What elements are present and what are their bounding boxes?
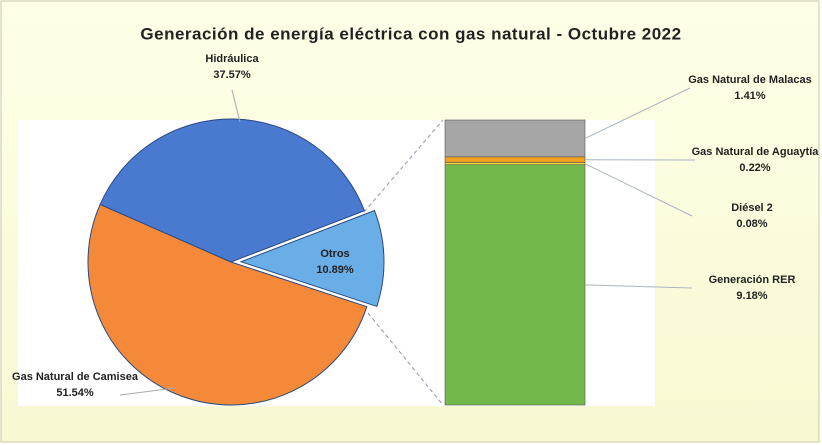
pie-slice xyxy=(99,118,366,263)
pie-slice xyxy=(239,209,385,308)
bar-value-label: 0.22% xyxy=(739,162,770,174)
leader-line xyxy=(584,87,691,139)
bar-value-label: 9.18% xyxy=(736,290,767,302)
bar-label: Gas Natural de Malacas xyxy=(688,74,812,86)
chart-title: Generación de energía eléctrica con gas … xyxy=(140,24,681,43)
leader-line xyxy=(231,89,241,123)
bar-segment xyxy=(444,164,586,406)
leader-line xyxy=(584,284,693,289)
connector xyxy=(363,119,444,213)
bar-segment xyxy=(444,119,586,158)
slice-label: Otros xyxy=(320,248,349,260)
bar-label: Generación RER xyxy=(709,274,796,286)
bar-label: Diésel 2 xyxy=(731,202,773,214)
leader-line xyxy=(584,163,693,217)
leader-line xyxy=(119,387,176,396)
slice-label: Hidráulica xyxy=(205,53,259,65)
bar-label: Gas Natural de Aguaytía xyxy=(692,146,820,158)
bar-segment xyxy=(444,162,586,166)
slice-value-label: 10.89% xyxy=(316,264,354,276)
bar-value-label: 1.41% xyxy=(734,90,765,102)
slice-label: Gas Natural de Camisea xyxy=(12,371,139,383)
slice-value-label: 51.54% xyxy=(56,387,94,399)
bar-segment xyxy=(444,156,586,163)
pie-slice xyxy=(87,203,368,406)
connector xyxy=(367,312,444,406)
slice-value-label: 37.57% xyxy=(213,69,251,81)
bar-value-label: 0.08% xyxy=(736,218,767,230)
